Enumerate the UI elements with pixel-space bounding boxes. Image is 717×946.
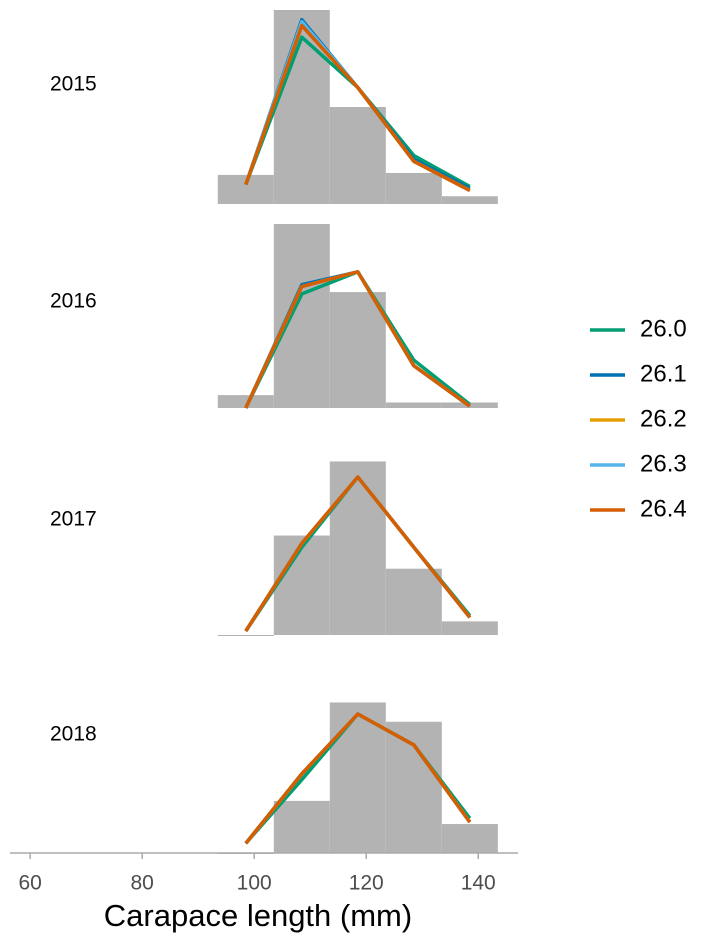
- histogram-bar: [329, 461, 386, 635]
- panel-title: 2016: [50, 290, 97, 313]
- legend-label: 26.3: [640, 450, 687, 477]
- histogram-bar: [329, 107, 386, 204]
- histogram-bar: [273, 535, 330, 635]
- x-tick-label: 140: [461, 872, 496, 895]
- histogram-bar: [385, 568, 442, 635]
- series-line: [244, 23, 471, 192]
- panel-title: 2018: [50, 723, 97, 746]
- histogram-bar: [217, 395, 274, 408]
- histogram-bar: [273, 800, 330, 853]
- histogram-bar: [329, 702, 386, 853]
- legend-label: 26.1: [640, 360, 687, 387]
- x-tick-label: 60: [18, 872, 41, 895]
- histogram-bar: [217, 635, 274, 636]
- panel-title: 2017: [50, 508, 97, 531]
- histogram-bar: [441, 621, 498, 635]
- histogram-bar: [273, 224, 330, 408]
- panel-title: 2015: [50, 73, 97, 96]
- legend-label: 26.0: [640, 315, 687, 342]
- histogram-bar: [441, 824, 498, 853]
- series-line: [244, 270, 471, 409]
- x-tick-label: 120: [349, 872, 384, 895]
- x-tick-label: 100: [237, 872, 272, 895]
- x-axis-label: Carapace length (mm): [104, 898, 412, 933]
- series-line: [244, 712, 472, 845]
- histogram-bar: [329, 292, 386, 408]
- legend-label: 26.4: [640, 495, 687, 522]
- histogram-bar: [441, 196, 498, 204]
- histogram-bar: [385, 721, 442, 853]
- x-tick-label: 80: [131, 872, 154, 895]
- histogram-bar: [385, 402, 442, 408]
- legend-label: 26.2: [640, 405, 687, 432]
- histogram-bar: [385, 172, 442, 204]
- series-line: [244, 475, 472, 633]
